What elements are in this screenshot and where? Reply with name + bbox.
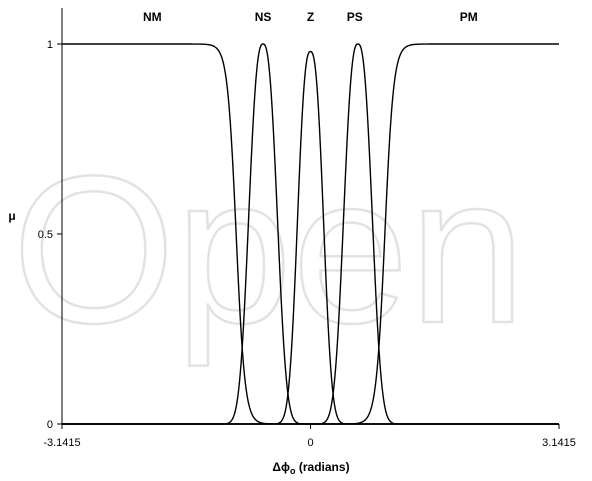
x-tick-label: 3.1415 [542,437,576,449]
x-axis-label-subscript: o [290,466,296,476]
set-label-ps: PS [347,10,363,24]
set-label-ns: NS [255,10,272,24]
set-label-z: Z [307,10,314,24]
x-axis-label: Δϕo (radians) [272,460,349,476]
y-tick-label: 0 [47,419,53,431]
x-axis-label-units: (radians) [296,460,350,474]
watermark-text: Open [12,132,526,367]
axes [57,8,560,429]
y-tick-label: 0.5 [38,229,53,241]
x-tick-label: 0 [307,437,313,449]
x-axis-label-main: Δϕ [272,460,290,474]
x-tick-label: -3.1415 [43,437,80,449]
set-label-nm: NM [143,10,162,24]
labels: 0 0.5 1 -3.1415 0 3.1415 NM NS Z PS PM μ Δϕo (radian… [8,10,576,476]
y-tick-label: 1 [47,39,53,51]
set-label-pm: PM [460,10,478,24]
y-axis-label: μ [8,209,15,223]
